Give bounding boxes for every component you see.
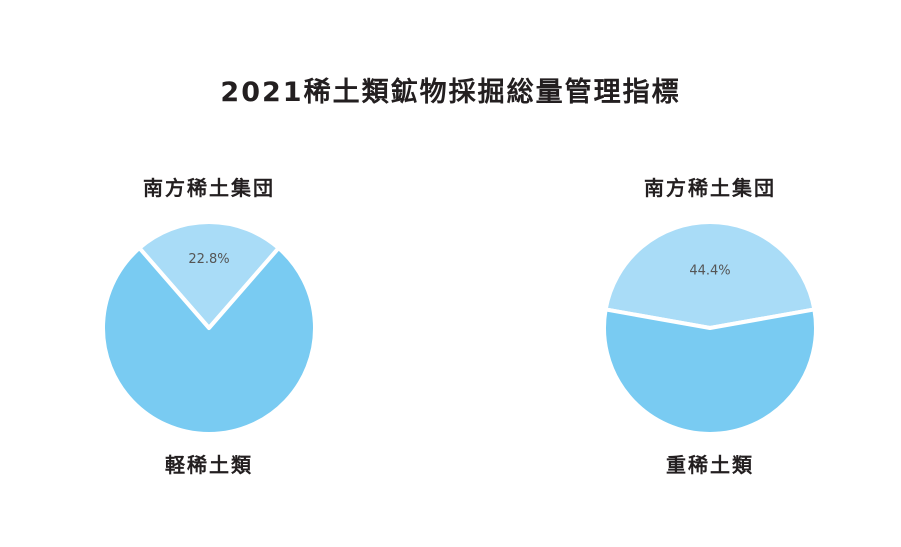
pie-2: 44.4% bbox=[602, 220, 818, 436]
pie-1-slice-1-value-label: 22.8% bbox=[188, 252, 229, 267]
pie-2-slice-1-value-label: 44.4% bbox=[689, 264, 730, 279]
pie-1-slice-1 bbox=[137, 220, 281, 330]
chart-title: 2021稀土類鉱物採掘総量管理指標 bbox=[220, 77, 681, 108]
pie1-top-label: 南方稀土集団 bbox=[143, 176, 275, 200]
pie1-bottom-label: 軽稀土類 bbox=[165, 453, 253, 477]
pie-1: 22.8% bbox=[101, 220, 317, 436]
pie2-bottom-label: 重稀土類 bbox=[666, 453, 754, 477]
pie-1-slice-2 bbox=[101, 246, 317, 436]
pie-2-slice-1 bbox=[603, 220, 817, 330]
pie-2-slice-2 bbox=[602, 307, 818, 436]
pie2-top-label: 南方稀土集団 bbox=[644, 176, 776, 200]
